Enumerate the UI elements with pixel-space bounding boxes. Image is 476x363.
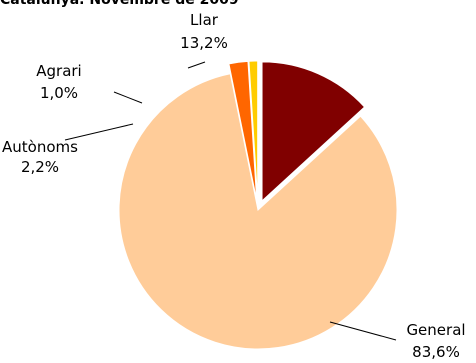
pie-slice-aut-noms <box>228 60 258 201</box>
slice-value-agrari: 1,0% <box>40 84 78 102</box>
slice-label-agrari: Agrari <box>36 62 81 80</box>
slice-value-general: 83,6% <box>412 343 460 361</box>
slice-label-aut-noms: Autònoms <box>2 138 78 156</box>
pie-slice-general <box>118 73 398 350</box>
leader-line-agrari <box>113 91 143 104</box>
slice-value-llar: 13,2% <box>180 34 228 52</box>
chart-title: Catalunya. Novembre de 2009 <box>0 0 239 8</box>
pie-slice-llar <box>261 61 366 202</box>
leader-line-llar <box>187 61 206 69</box>
slice-label-general: General <box>406 321 465 339</box>
leader-line-aut-noms <box>64 123 134 141</box>
pie-slice-agrari <box>248 60 259 201</box>
leader-line-general <box>329 321 397 341</box>
slice-value-aut-noms: 2,2% <box>21 158 59 176</box>
slice-label-llar: Llar <box>190 11 219 29</box>
